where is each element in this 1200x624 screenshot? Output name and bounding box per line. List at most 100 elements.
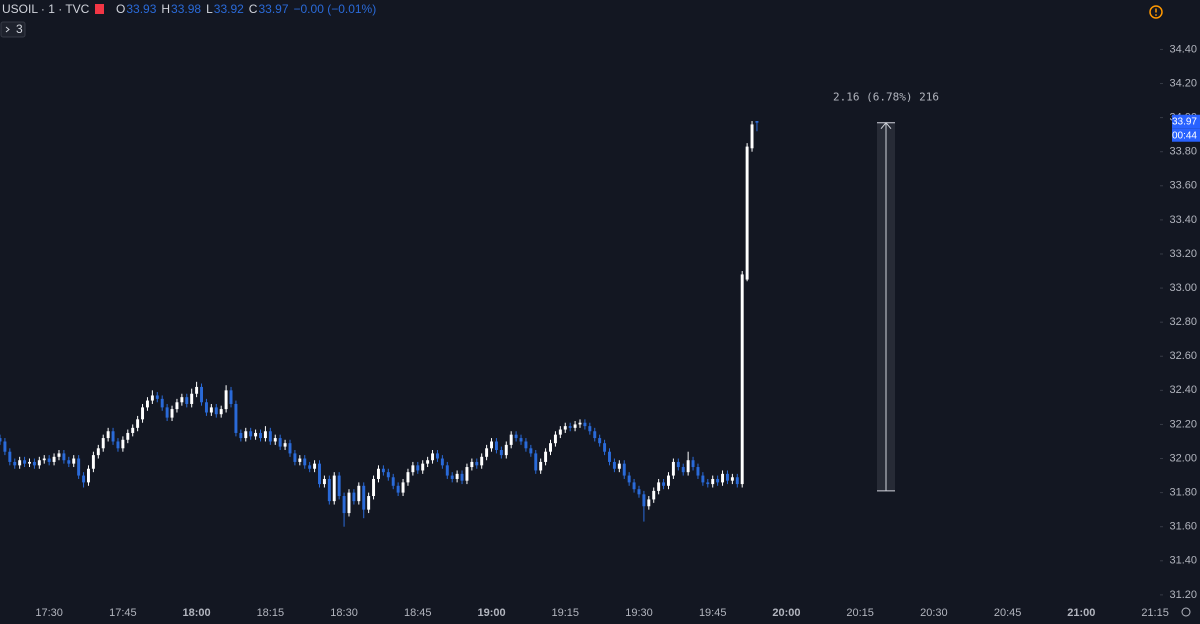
candle-body bbox=[603, 443, 607, 452]
candle-body bbox=[485, 448, 489, 457]
candle-body bbox=[77, 458, 81, 476]
candle-body bbox=[131, 427, 135, 433]
candle-body bbox=[209, 407, 213, 413]
x-tick-label: 17:30 bbox=[35, 607, 63, 619]
candle-body bbox=[57, 453, 61, 457]
candle-body bbox=[121, 439, 125, 449]
candle-body bbox=[406, 472, 410, 483]
x-tick-label: 21:00 bbox=[1067, 607, 1095, 619]
candle-body bbox=[632, 482, 636, 490]
candle-body bbox=[544, 451, 548, 462]
candle-body bbox=[381, 468, 385, 473]
y-tick-label: 31.20 bbox=[1169, 589, 1197, 601]
plot-area: 2.16 (6.78%) 216 bbox=[0, 91, 939, 527]
candle-body bbox=[175, 402, 179, 410]
candle-body bbox=[445, 465, 449, 476]
candle-body bbox=[637, 489, 641, 495]
candle-body bbox=[490, 441, 493, 449]
candle-body bbox=[642, 494, 646, 507]
candle-body bbox=[126, 432, 130, 440]
candle-body bbox=[259, 432, 262, 439]
last-price-label: 33.97 bbox=[1172, 116, 1197, 127]
x-tick-label: 18:00 bbox=[183, 607, 211, 619]
warning-icon-dot bbox=[1155, 14, 1157, 16]
candle-body bbox=[519, 438, 523, 442]
candle-body bbox=[298, 458, 302, 462]
candle-body bbox=[204, 402, 208, 413]
candle-body bbox=[421, 463, 425, 471]
candle-body bbox=[347, 492, 351, 514]
candle-body bbox=[539, 461, 543, 471]
candle-body bbox=[598, 438, 602, 444]
candle-body bbox=[0, 438, 2, 442]
candle-body bbox=[303, 458, 307, 466]
candle-body bbox=[357, 485, 361, 502]
indicators-toggle[interactable] bbox=[0, 21, 26, 38]
chevron-icon bbox=[5, 26, 10, 33]
candle-body bbox=[440, 458, 444, 466]
symbol[interactable]: USOIL · 1 · TVC bbox=[2, 2, 90, 16]
candle-body bbox=[308, 465, 312, 469]
ohlc-value: 33.97 bbox=[258, 2, 288, 16]
change: −0.00 (−0.01%) bbox=[294, 2, 377, 16]
x-tick-label: 19:45 bbox=[699, 607, 727, 619]
candle-body bbox=[239, 432, 243, 439]
candle-body bbox=[494, 441, 498, 450]
candle-body bbox=[141, 407, 145, 420]
candle-body bbox=[470, 461, 474, 468]
y-tick-label: 32.80 bbox=[1169, 316, 1197, 328]
candle-body bbox=[401, 482, 405, 493]
candle-body bbox=[195, 386, 199, 394]
candle-body bbox=[3, 441, 7, 452]
candle-body bbox=[372, 478, 376, 497]
candle-body bbox=[96, 448, 100, 456]
candle-body bbox=[249, 431, 253, 437]
candle-body bbox=[499, 450, 503, 456]
candle-body bbox=[288, 443, 292, 454]
candle-body bbox=[327, 478, 331, 502]
candle-body bbox=[244, 431, 248, 439]
candle-body bbox=[730, 477, 734, 481]
candle-body bbox=[160, 398, 164, 408]
y-tick-label: 34.20 bbox=[1169, 77, 1197, 89]
x-tick-label: 20:00 bbox=[772, 607, 800, 619]
candle-body bbox=[568, 426, 572, 428]
candle-body bbox=[617, 463, 621, 469]
candle-body bbox=[190, 393, 194, 404]
candle-body bbox=[696, 467, 700, 476]
y-tick-label: 31.80 bbox=[1169, 487, 1197, 499]
y-tick-label: 32.00 bbox=[1169, 452, 1197, 464]
candle-body bbox=[657, 482, 661, 491]
flag-icon[interactable] bbox=[95, 4, 104, 14]
candle-body bbox=[588, 426, 592, 432]
candle-body bbox=[229, 390, 233, 404]
x-tick-label: 18:15 bbox=[257, 607, 285, 619]
warning-icon[interactable] bbox=[1149, 5, 1163, 19]
x-tick-label: 17:45 bbox=[109, 607, 137, 619]
candle-body bbox=[681, 467, 685, 473]
x-tick-label: 19:30 bbox=[625, 607, 653, 619]
candle-body bbox=[219, 409, 223, 415]
y-tick-label: 33.80 bbox=[1169, 146, 1197, 158]
y-tick-label: 34.40 bbox=[1169, 43, 1197, 55]
candle-body bbox=[396, 485, 400, 493]
ohlc-label: C bbox=[249, 2, 258, 16]
candle-body bbox=[691, 460, 695, 468]
candle-body bbox=[52, 456, 56, 462]
x-tick-label: 20:30 bbox=[920, 607, 948, 619]
candle-body bbox=[214, 407, 218, 415]
candle-body bbox=[686, 460, 690, 473]
candle-body bbox=[28, 461, 31, 464]
candle-body bbox=[524, 441, 528, 449]
candle-body bbox=[82, 475, 86, 483]
candle-body bbox=[283, 443, 287, 447]
candle-body bbox=[234, 403, 238, 433]
candle-body bbox=[268, 431, 272, 442]
candle-body bbox=[106, 431, 110, 439]
settings-icon[interactable] bbox=[1181, 607, 1191, 617]
candle-body bbox=[716, 478, 720, 483]
candle-body bbox=[352, 492, 356, 502]
candle-body bbox=[224, 390, 228, 410]
candle-body bbox=[504, 444, 508, 456]
